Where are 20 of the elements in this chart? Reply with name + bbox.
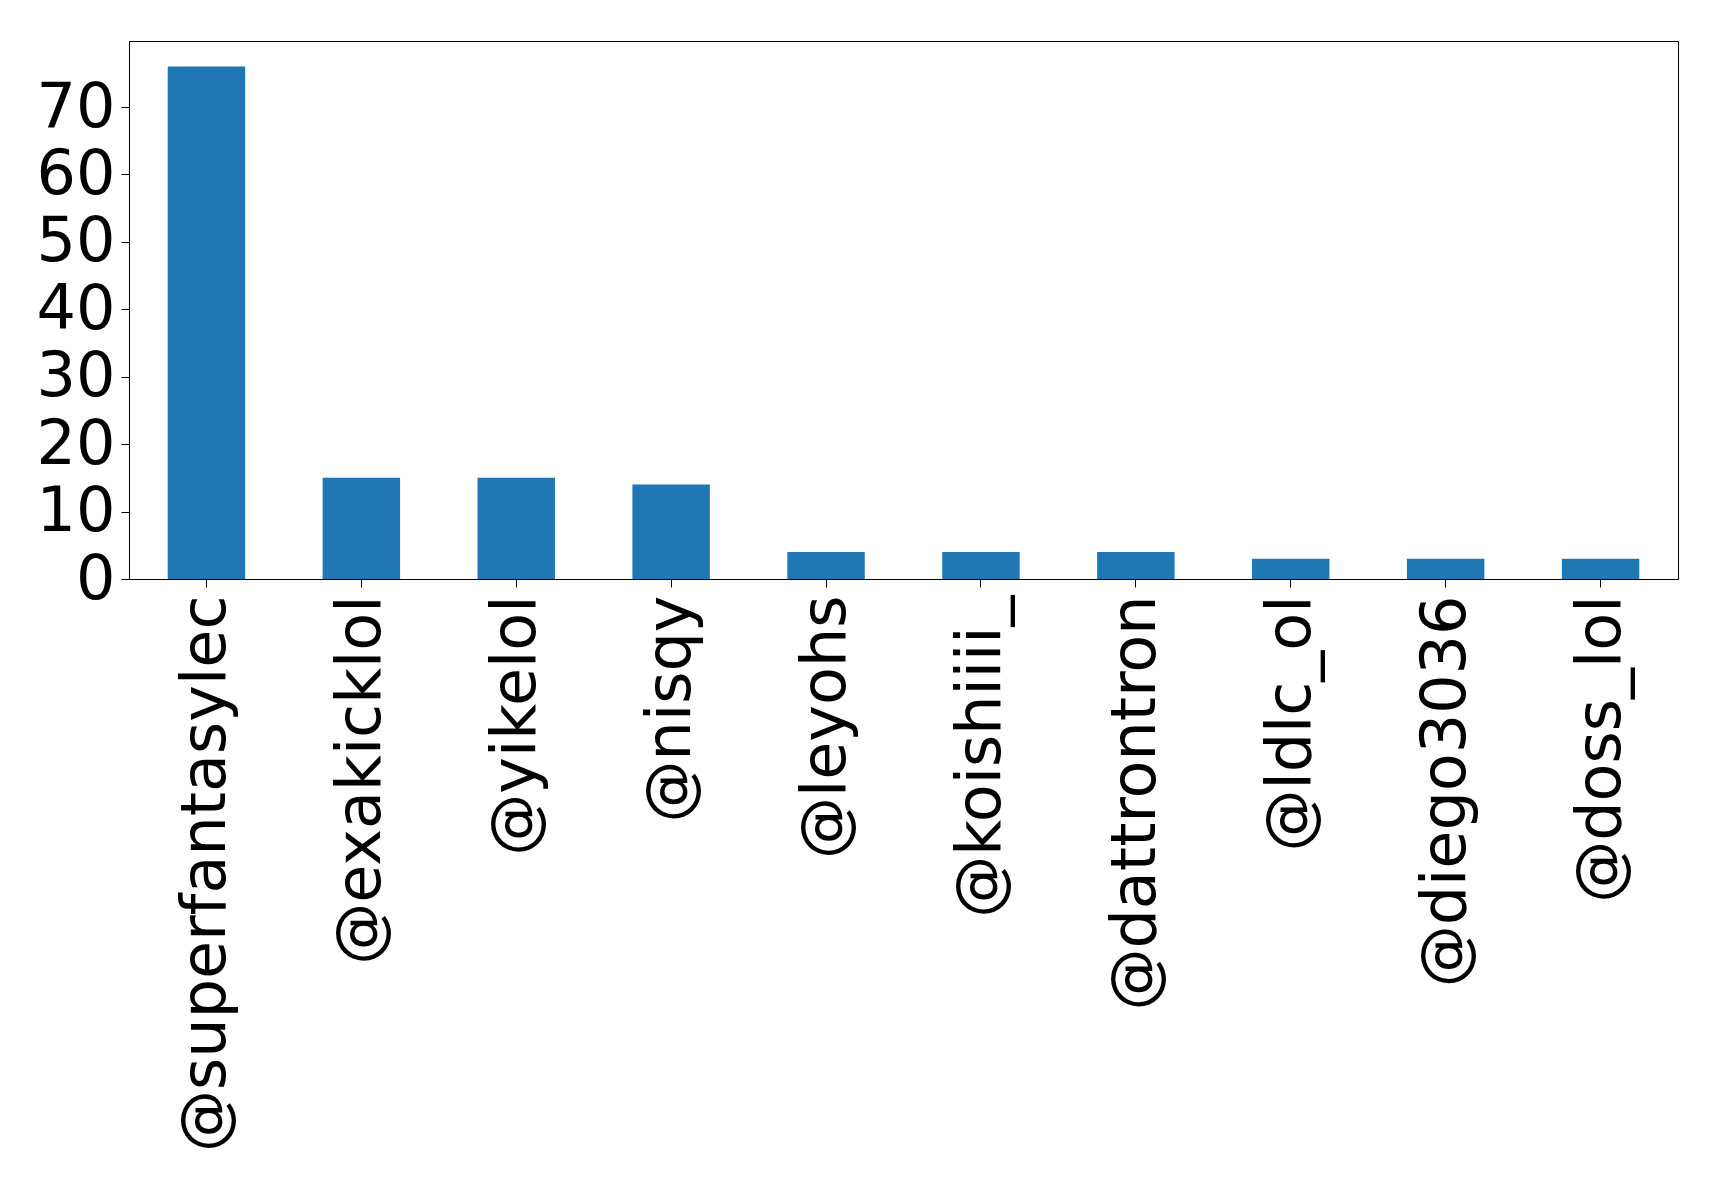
x-tick-label: @exakicklol	[322, 595, 396, 965]
bar	[1406, 558, 1485, 579]
x-tick-label: @dattrontron	[1096, 595, 1170, 1011]
x-tick-label: @diego3036	[1406, 595, 1480, 988]
x-tick-label: @ldlc_ol	[1251, 595, 1325, 852]
x-tick-label: @leyohs	[787, 595, 861, 860]
bar	[1561, 558, 1640, 579]
bar	[1097, 552, 1175, 579]
x-tick-label: @nisqy	[632, 595, 706, 823]
bar	[787, 552, 865, 579]
x-tick-label: @yikelol	[477, 595, 551, 856]
bar	[322, 477, 401, 579]
bar	[167, 66, 246, 579]
bar	[1252, 558, 1330, 579]
bar	[632, 484, 710, 579]
x-tick-label: @koishiiii_	[941, 594, 1015, 918]
x-tick-label: @superfantasylec	[167, 595, 241, 1152]
bar	[477, 477, 555, 579]
x-tick-label: @doss_lol	[1561, 595, 1635, 903]
bar	[942, 552, 1020, 579]
